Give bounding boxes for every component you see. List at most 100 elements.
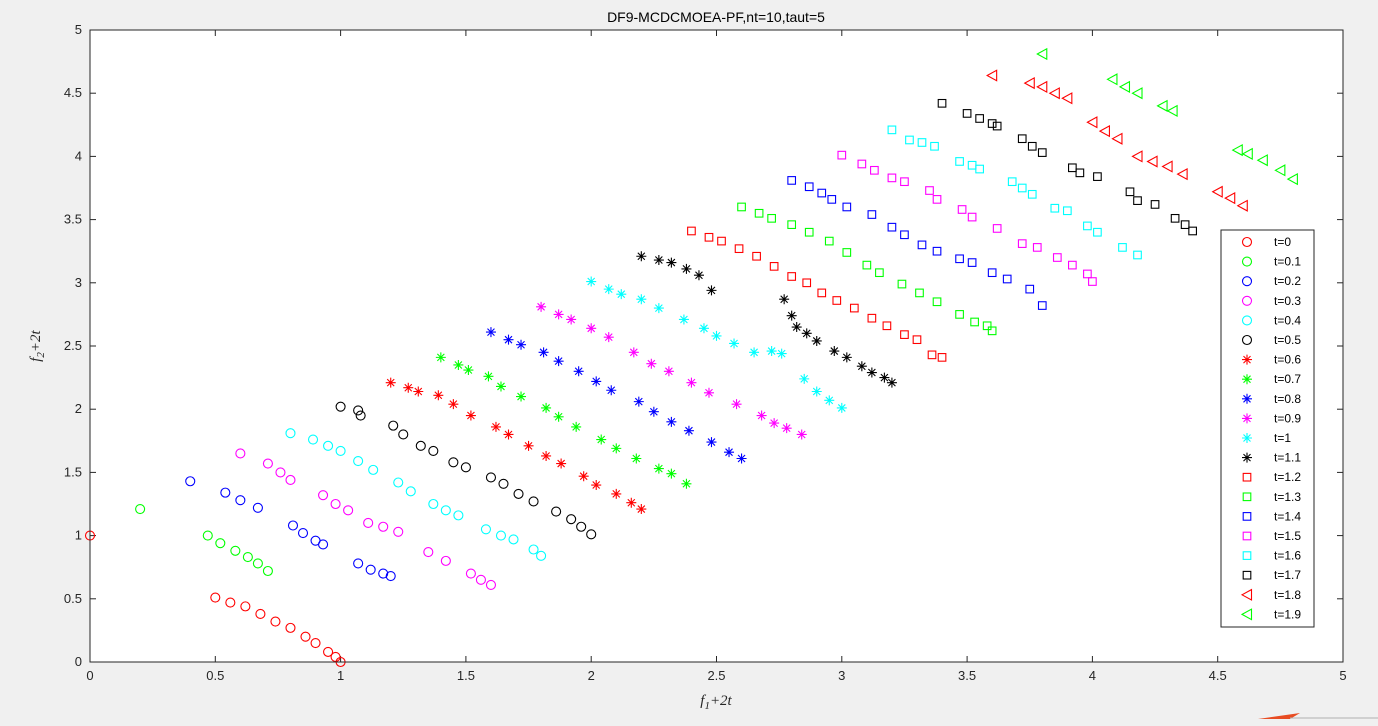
data-point [766, 346, 777, 357]
data-point [440, 555, 451, 566]
data-point [591, 480, 602, 491]
data-point [867, 313, 877, 323]
data-point [1236, 199, 1248, 212]
y-tick-label: 4 [75, 148, 82, 163]
data-point [824, 395, 835, 406]
legend-label: t=1.9 [1274, 607, 1301, 621]
x-tick-label: 4 [1089, 668, 1096, 683]
legend-label: t=0.6 [1274, 353, 1301, 367]
data-point [736, 453, 747, 464]
legend-marker [1242, 354, 1252, 365]
data-point [495, 530, 507, 541]
data-point [987, 326, 997, 336]
series-5 [335, 401, 597, 540]
legend-entry: t=1.6 [1242, 549, 1301, 563]
y-tick-label: 5 [75, 22, 82, 37]
y-tick-label: 3.5 [64, 212, 82, 227]
data-point [513, 488, 524, 499]
data-point [448, 457, 459, 468]
data-point [1027, 189, 1037, 199]
y-axis-label-subscript: 2 [35, 352, 47, 358]
data-point [842, 202, 852, 212]
y-tick-label: 1.5 [64, 464, 82, 479]
legend-entry: t=1.4 [1242, 509, 1301, 523]
data-point [962, 109, 972, 118]
data-point [578, 471, 589, 482]
data-point [827, 195, 837, 204]
data-point [776, 348, 787, 359]
data-point [1125, 187, 1135, 197]
legend-entry: t=1.8 [1240, 588, 1301, 602]
legend-label: t=0.5 [1274, 333, 1301, 347]
data-point [681, 478, 692, 489]
data-point [698, 323, 709, 334]
data-point [817, 288, 827, 298]
data-point [433, 390, 444, 401]
data-point [1256, 154, 1268, 167]
data-point [318, 490, 329, 501]
data-point [1075, 168, 1085, 178]
series-15 [837, 150, 1097, 286]
x-axis-label: f1+2t [700, 693, 732, 712]
data-point [423, 546, 434, 558]
data-point [955, 157, 964, 166]
data-point [849, 303, 859, 313]
series-9 [536, 301, 807, 440]
data-point [636, 251, 647, 262]
data-point [870, 165, 879, 175]
data-point [1052, 253, 1062, 262]
data-point [1118, 80, 1131, 94]
data-point [1133, 196, 1142, 205]
legend-marker [1242, 433, 1252, 443]
data-point [729, 338, 740, 349]
data-point [225, 597, 236, 608]
data-point [275, 467, 286, 478]
data-point [1111, 132, 1123, 145]
data-point [879, 372, 890, 383]
legend-label: t=1.2 [1274, 470, 1301, 484]
x-axis-ticks: 0 0.5 1 1.5 2 2.5 3 3.5 4 4.5 5 [86, 30, 1347, 683]
data-point [378, 568, 389, 579]
legend-marker [1242, 531, 1252, 541]
data-point [1061, 92, 1073, 105]
data-point [323, 440, 334, 451]
x-tick-label: 0.5 [206, 668, 224, 683]
data-point [769, 262, 779, 271]
data-point [836, 402, 847, 413]
data-point [528, 496, 539, 507]
data-point [252, 558, 263, 569]
series-18 [986, 69, 1248, 212]
data-point [215, 538, 226, 549]
data-point [686, 377, 697, 388]
data-point [1176, 167, 1188, 181]
data-point [955, 254, 964, 264]
data-point [586, 529, 597, 540]
data-point [528, 544, 539, 555]
legend-entry: t=0.6 [1242, 353, 1301, 367]
legend-label: t=1 [1274, 431, 1291, 445]
data-point [571, 421, 582, 432]
data-point [626, 497, 637, 508]
data-point [987, 268, 997, 278]
data-point [586, 276, 597, 287]
data-point [930, 141, 939, 151]
data-point [1025, 284, 1035, 294]
legend-entry: t=0.5 [1241, 333, 1301, 347]
data-point [536, 550, 547, 561]
data-point [801, 328, 812, 339]
data-point [405, 486, 416, 497]
data-point [603, 332, 614, 343]
data-point [1088, 277, 1097, 286]
data-point [937, 98, 947, 108]
data-point [516, 339, 527, 350]
data-point [786, 310, 797, 321]
data-point [262, 458, 273, 469]
data-point [1007, 177, 1017, 187]
data-point [704, 232, 714, 242]
data-point [503, 429, 514, 440]
data-point [633, 396, 644, 407]
data-point [681, 263, 692, 274]
data-point [925, 186, 934, 195]
data-point [749, 347, 760, 358]
